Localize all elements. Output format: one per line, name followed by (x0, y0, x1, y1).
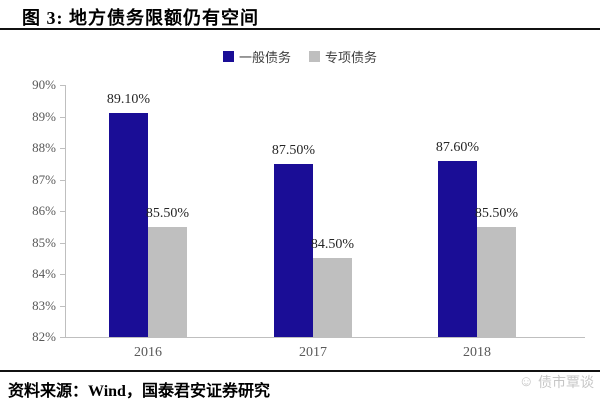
legend-item-general-debt: 一般债务 (222, 47, 291, 66)
bar-label-general-debt-2016: 89.10% (106, 92, 151, 108)
y-tick (60, 243, 65, 244)
y-tick-label: 87% (32, 172, 56, 187)
watermark: ☺ 债市覃谈 (519, 372, 594, 392)
watermark-text: 债市覃谈 (538, 376, 594, 391)
x-tick-label-2017: 2017 (299, 345, 327, 360)
y-tick-label: 85% (32, 235, 56, 250)
bar-label-special-debt-2016: 85.50% (145, 205, 190, 221)
watermark-logo-icon: ☺ (518, 373, 534, 390)
bar-special-debt-2016 (148, 226, 187, 337)
source-note: 资料来源：Wind，国泰君安证券研究 (8, 383, 270, 400)
bar-label-special-debt-2018: 85.50% (474, 205, 519, 221)
bar-general-debt-2018 (438, 160, 477, 337)
legend-swatch-special-debt (309, 51, 320, 62)
legend-label-general-debt: 一般债务 (238, 50, 291, 65)
y-tick-label: 88% (32, 140, 56, 155)
y-tick (60, 274, 65, 275)
figure-title: 图 3: 地方债务限额仍有空间 (22, 8, 259, 28)
y-tick-label: 82% (32, 329, 56, 344)
y-tick (60, 148, 65, 149)
title-divider (0, 28, 600, 30)
legend-label-special-debt: 专项债务 (325, 50, 378, 65)
y-tick-label: 84% (32, 266, 56, 281)
bar-general-debt-2017 (274, 163, 313, 337)
bar-label-general-debt-2017: 87.50% (271, 142, 316, 158)
legend-swatch-general-debt (222, 51, 234, 62)
y-tick (60, 85, 65, 86)
y-tick-label: 86% (32, 203, 56, 218)
bar-label-special-debt-2017: 84.50% (310, 237, 355, 253)
y-axis-line (65, 85, 66, 337)
bar-special-debt-2017 (313, 258, 352, 337)
bar-special-debt-2018 (477, 226, 516, 337)
y-tick (60, 211, 65, 212)
y-tick-label: 90% (32, 77, 56, 92)
y-tick-label: 89% (32, 109, 56, 124)
x-tick-label-2018: 2018 (463, 345, 491, 360)
y-tick (60, 180, 65, 181)
x-axis-line (65, 337, 585, 338)
x-tick-label-2016: 2016 (134, 345, 162, 360)
footer-divider (0, 370, 600, 372)
y-tick (60, 117, 65, 118)
bar-general-debt-2016 (109, 113, 148, 337)
legend-item-special-debt: 专项债务 (309, 47, 377, 66)
chart-legend: 一般债务 专项债务 (0, 47, 600, 66)
bar-label-general-debt-2018: 87.60% (435, 139, 480, 155)
y-tick-label: 83% (32, 298, 56, 313)
y-tick (60, 337, 65, 338)
y-tick (60, 306, 65, 307)
